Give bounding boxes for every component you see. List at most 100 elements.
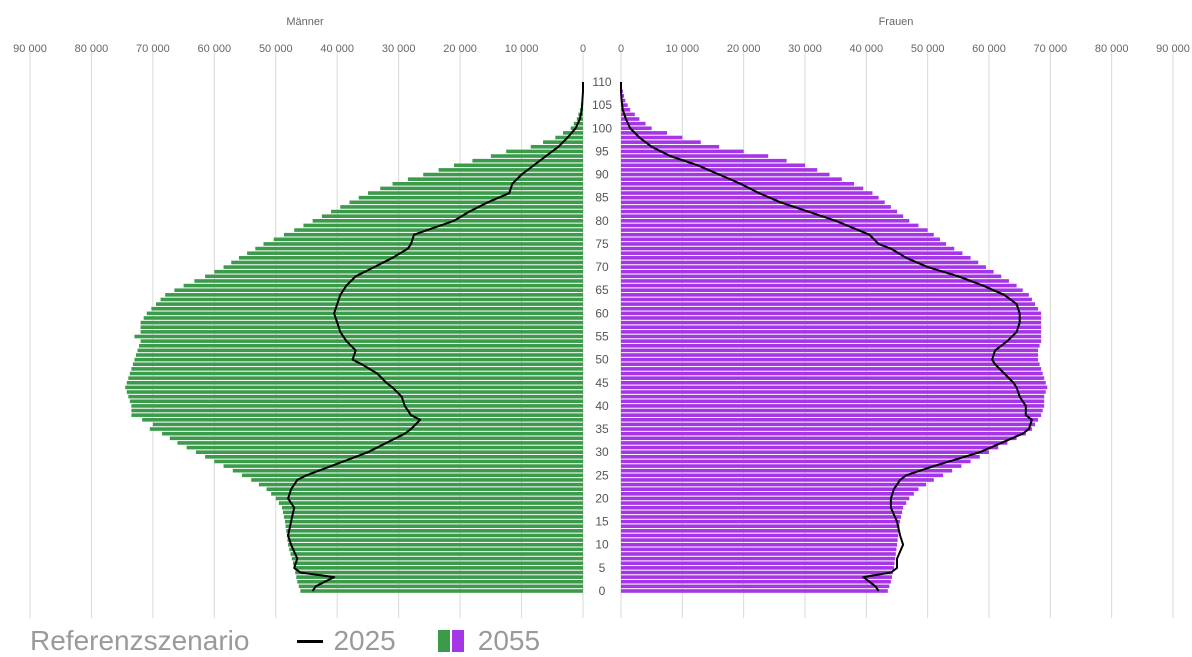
bar-men-age-73 <box>247 251 583 255</box>
bar-women-age-33 <box>621 436 1017 440</box>
bar-women-age-83 <box>621 205 891 209</box>
bar-women-age-36 <box>621 423 1035 427</box>
bar-men-age-81 <box>322 214 583 218</box>
legend-2055-label: 2055 <box>478 625 540 657</box>
bar-men-age-62 <box>156 302 583 306</box>
bar-men-age-40 <box>131 404 583 408</box>
age-label-40: 40 <box>595 399 609 413</box>
bar-women-age-81 <box>621 214 903 218</box>
bar-women-age-24 <box>621 478 934 482</box>
bar-women-age-26 <box>621 469 952 473</box>
bar-women-age-19 <box>621 501 906 505</box>
bar-men-age-68 <box>205 275 583 279</box>
bar-men-age-78 <box>294 228 583 232</box>
age-label-95: 95 <box>595 144 609 158</box>
bar-men-age-57 <box>141 325 583 329</box>
bar-men-age-71 <box>231 261 583 265</box>
bar-women-age-32 <box>621 441 1007 445</box>
bar-men-age-89 <box>408 177 583 181</box>
bar-women-age-41 <box>621 399 1044 403</box>
bar-women-age-80 <box>621 219 909 223</box>
bar-men-age-3 <box>296 575 583 579</box>
bar-women-age-93 <box>621 159 787 163</box>
bar-women-age-95 <box>621 150 744 154</box>
bar-women-age-1 <box>621 585 889 589</box>
bar-women-age-71 <box>621 261 978 265</box>
bar-women-age-23 <box>621 483 926 487</box>
age-label-55: 55 <box>595 330 609 344</box>
bar-men-age-23 <box>259 483 583 487</box>
bar-men-age-45 <box>127 381 583 385</box>
bar-men-age-74 <box>255 247 583 251</box>
bar-women-age-39 <box>621 409 1043 413</box>
bar-women-age-49 <box>621 362 1040 366</box>
bar-men-age-51 <box>136 353 583 357</box>
bar-women-age-30 <box>621 450 989 454</box>
bar-men-age-75 <box>263 242 583 246</box>
age-label-90: 90 <box>595 168 609 182</box>
age-label-60: 60 <box>595 306 609 320</box>
bar-men-age-37 <box>142 418 583 422</box>
age-label-75: 75 <box>595 237 609 251</box>
bar-men-age-26 <box>233 469 583 473</box>
bar-women-age-29 <box>621 455 980 459</box>
bar-men-age-38 <box>131 413 583 417</box>
bar-men-age-55 <box>134 335 583 339</box>
bar-women-age-45 <box>621 381 1046 385</box>
age-label-5: 5 <box>599 561 606 575</box>
bar-women-age-44 <box>621 386 1047 390</box>
bar-women-age-15 <box>621 520 900 524</box>
bar-men-age-44 <box>125 386 583 390</box>
bar-women-age-6 <box>621 561 895 565</box>
x-tick-men-8: 80 000 <box>75 43 109 55</box>
bar-women-age-87 <box>621 187 863 191</box>
bar-women-age-21 <box>621 492 914 496</box>
bar-women-age-31 <box>621 446 998 450</box>
bar-women-age-18 <box>621 506 903 510</box>
bar-men-age-15 <box>285 520 583 524</box>
bar-men-age-72 <box>239 256 583 260</box>
bar-women-age-0 <box>621 589 888 593</box>
legend-line-swatch <box>297 640 323 643</box>
age-label-25: 25 <box>595 468 609 482</box>
bar-women-age-28 <box>621 460 971 464</box>
age-label-100: 100 <box>592 121 612 135</box>
bar-men-age-53 <box>139 344 583 348</box>
bar-women-age-65 <box>621 288 1023 292</box>
bar-men-age-9 <box>289 548 583 552</box>
bar-women-age-20 <box>621 497 909 501</box>
bar-men-age-25 <box>242 474 583 478</box>
x-tick-men-0: 0 <box>580 43 586 55</box>
bar-men-age-92 <box>454 163 583 167</box>
bar-men-age-86 <box>368 191 583 195</box>
bar-women-age-97 <box>621 140 701 144</box>
x-tick-women-2: 20 000 <box>727 43 761 55</box>
bar-men-age-30 <box>196 450 583 454</box>
bar-men-age-16 <box>284 515 583 519</box>
bar-women-age-25 <box>621 474 943 478</box>
bar-women-age-10 <box>621 543 897 547</box>
bar-men-age-82 <box>331 210 583 214</box>
legend-swatch-men <box>438 630 450 652</box>
bar-men-age-84 <box>350 201 583 205</box>
bar-women-age-72 <box>621 256 971 260</box>
panel-title-women: Frauen <box>879 16 914 28</box>
bar-men-age-70 <box>224 265 583 269</box>
bar-men-age-34 <box>162 432 583 436</box>
bar-men-age-43 <box>127 390 583 394</box>
bar-men-age-13 <box>286 529 583 533</box>
bar-men-age-17 <box>283 511 583 515</box>
bar-women-age-17 <box>621 511 902 515</box>
bar-women-age-58 <box>621 321 1041 325</box>
bar-women-age-4 <box>621 571 893 575</box>
bar-women-age-7 <box>621 557 895 561</box>
x-tick-men-3: 30 000 <box>382 43 416 55</box>
bar-men-age-28 <box>214 460 583 464</box>
x-tick-men-2: 20 000 <box>443 43 477 55</box>
bar-men-age-36 <box>153 423 583 427</box>
bar-men-age-66 <box>184 284 583 288</box>
bar-women-age-55 <box>621 335 1041 339</box>
bar-women-age-84 <box>621 201 885 205</box>
bar-women-age-96 <box>621 145 719 149</box>
age-label-85: 85 <box>595 191 609 205</box>
